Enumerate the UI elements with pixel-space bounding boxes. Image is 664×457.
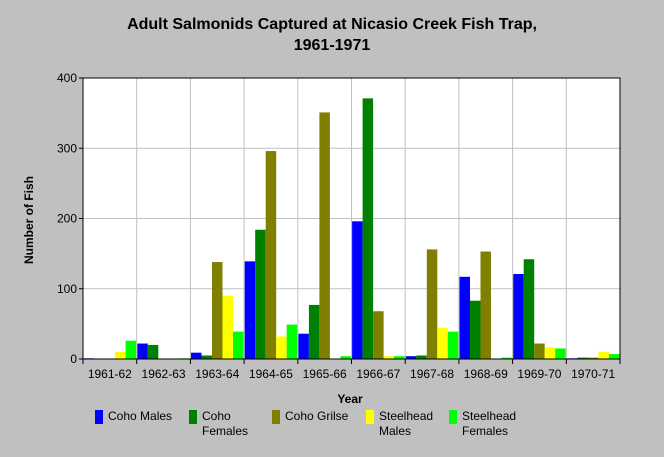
bar [125, 340, 137, 359]
bar [501, 357, 512, 359]
bar [598, 351, 609, 359]
y-tick-label: 200 [57, 212, 77, 226]
bar [222, 295, 233, 359]
legend-label-line-1: Coho Grilse [285, 409, 349, 423]
bar [426, 249, 438, 359]
bars [83, 98, 620, 359]
x-axis-label: Year [337, 392, 363, 406]
bar [265, 151, 277, 359]
x-tick-label: 1969-70 [517, 367, 561, 381]
bar [437, 328, 448, 359]
x-tick-label: 1970-71 [571, 367, 615, 381]
bar [212, 262, 223, 359]
bar [394, 356, 405, 359]
bar [480, 251, 491, 359]
legend-label: Coho Grilse [285, 409, 355, 424]
bar [555, 348, 566, 359]
legend-label-line-1: Coho Males [108, 409, 173, 423]
legend-swatch [95, 410, 103, 424]
x-tick-label: 1966-67 [356, 367, 400, 381]
x-tick-label: 1962-63 [142, 367, 186, 381]
bar [276, 336, 287, 359]
bar [416, 355, 427, 359]
y-tick-label: 100 [57, 282, 77, 296]
legend-label-line-1: Steelhead [462, 409, 517, 423]
bar [587, 357, 599, 359]
bar [608, 354, 620, 359]
legend-swatch [272, 410, 280, 424]
legend-label-line-1: Steelhead [379, 409, 434, 423]
x-tick-label: 1964-65 [249, 367, 293, 381]
x-tick-label: 1963-64 [195, 367, 239, 381]
chart-title: Adult Salmonids Captured at Nicasio Cree… [0, 14, 664, 56]
bar [147, 344, 159, 359]
bar [233, 331, 244, 359]
x-tick-label: 1968-69 [464, 367, 508, 381]
bar [319, 112, 330, 359]
bar [373, 311, 384, 359]
bar [352, 221, 363, 359]
bar [577, 357, 588, 359]
bar [447, 331, 459, 359]
bar [286, 324, 298, 359]
legend-label: Steelhead Males [379, 409, 449, 439]
chart-title-line-1: Adult Salmonids Captured at Nicasio Cree… [127, 16, 537, 33]
legend-swatch [189, 410, 197, 424]
bar [405, 356, 417, 359]
bar [244, 261, 256, 359]
bar [470, 300, 481, 359]
bar [459, 276, 470, 359]
y-axis-label: Number of Fish [22, 176, 36, 264]
bar [191, 352, 202, 359]
legend-label: Coho Females [202, 409, 272, 439]
bar [513, 273, 524, 359]
legend-swatch [366, 410, 374, 424]
axes: 0 100 200 300 400 1961-62 1962-63 1963-64 1964-6… [57, 71, 621, 381]
bar [308, 304, 320, 359]
x-tick-label: 1967-68 [410, 367, 454, 381]
x-tick-label: 1965-66 [303, 367, 347, 381]
bar [544, 347, 556, 359]
legend-label-line-2: Females [202, 424, 249, 438]
chart-title-line-2: 1961-1971 [293, 37, 371, 54]
y-tick-label: 400 [57, 71, 77, 85]
legend-label: Coho Males [108, 409, 178, 424]
legend-label-line-2: Males [379, 424, 412, 438]
gridlines [83, 77, 620, 360]
bar [383, 356, 395, 359]
legend-swatch [449, 410, 457, 424]
bar [534, 343, 545, 359]
bar [255, 229, 266, 359]
bar [137, 343, 148, 359]
bar [298, 333, 309, 359]
y-tick-label: 0 [70, 352, 77, 366]
legend-label-line-2: Females [462, 424, 509, 438]
legend-label: Steelhead Females [462, 409, 532, 439]
bar [115, 351, 126, 359]
legend-label-line-1: Coho [202, 409, 231, 423]
bar [362, 98, 374, 359]
bar [523, 259, 535, 359]
plot-frame [82, 77, 621, 360]
bar [201, 355, 212, 359]
bar [340, 356, 351, 359]
x-tick-label: 1961-62 [88, 367, 132, 381]
y-tick-label: 300 [57, 141, 77, 155]
